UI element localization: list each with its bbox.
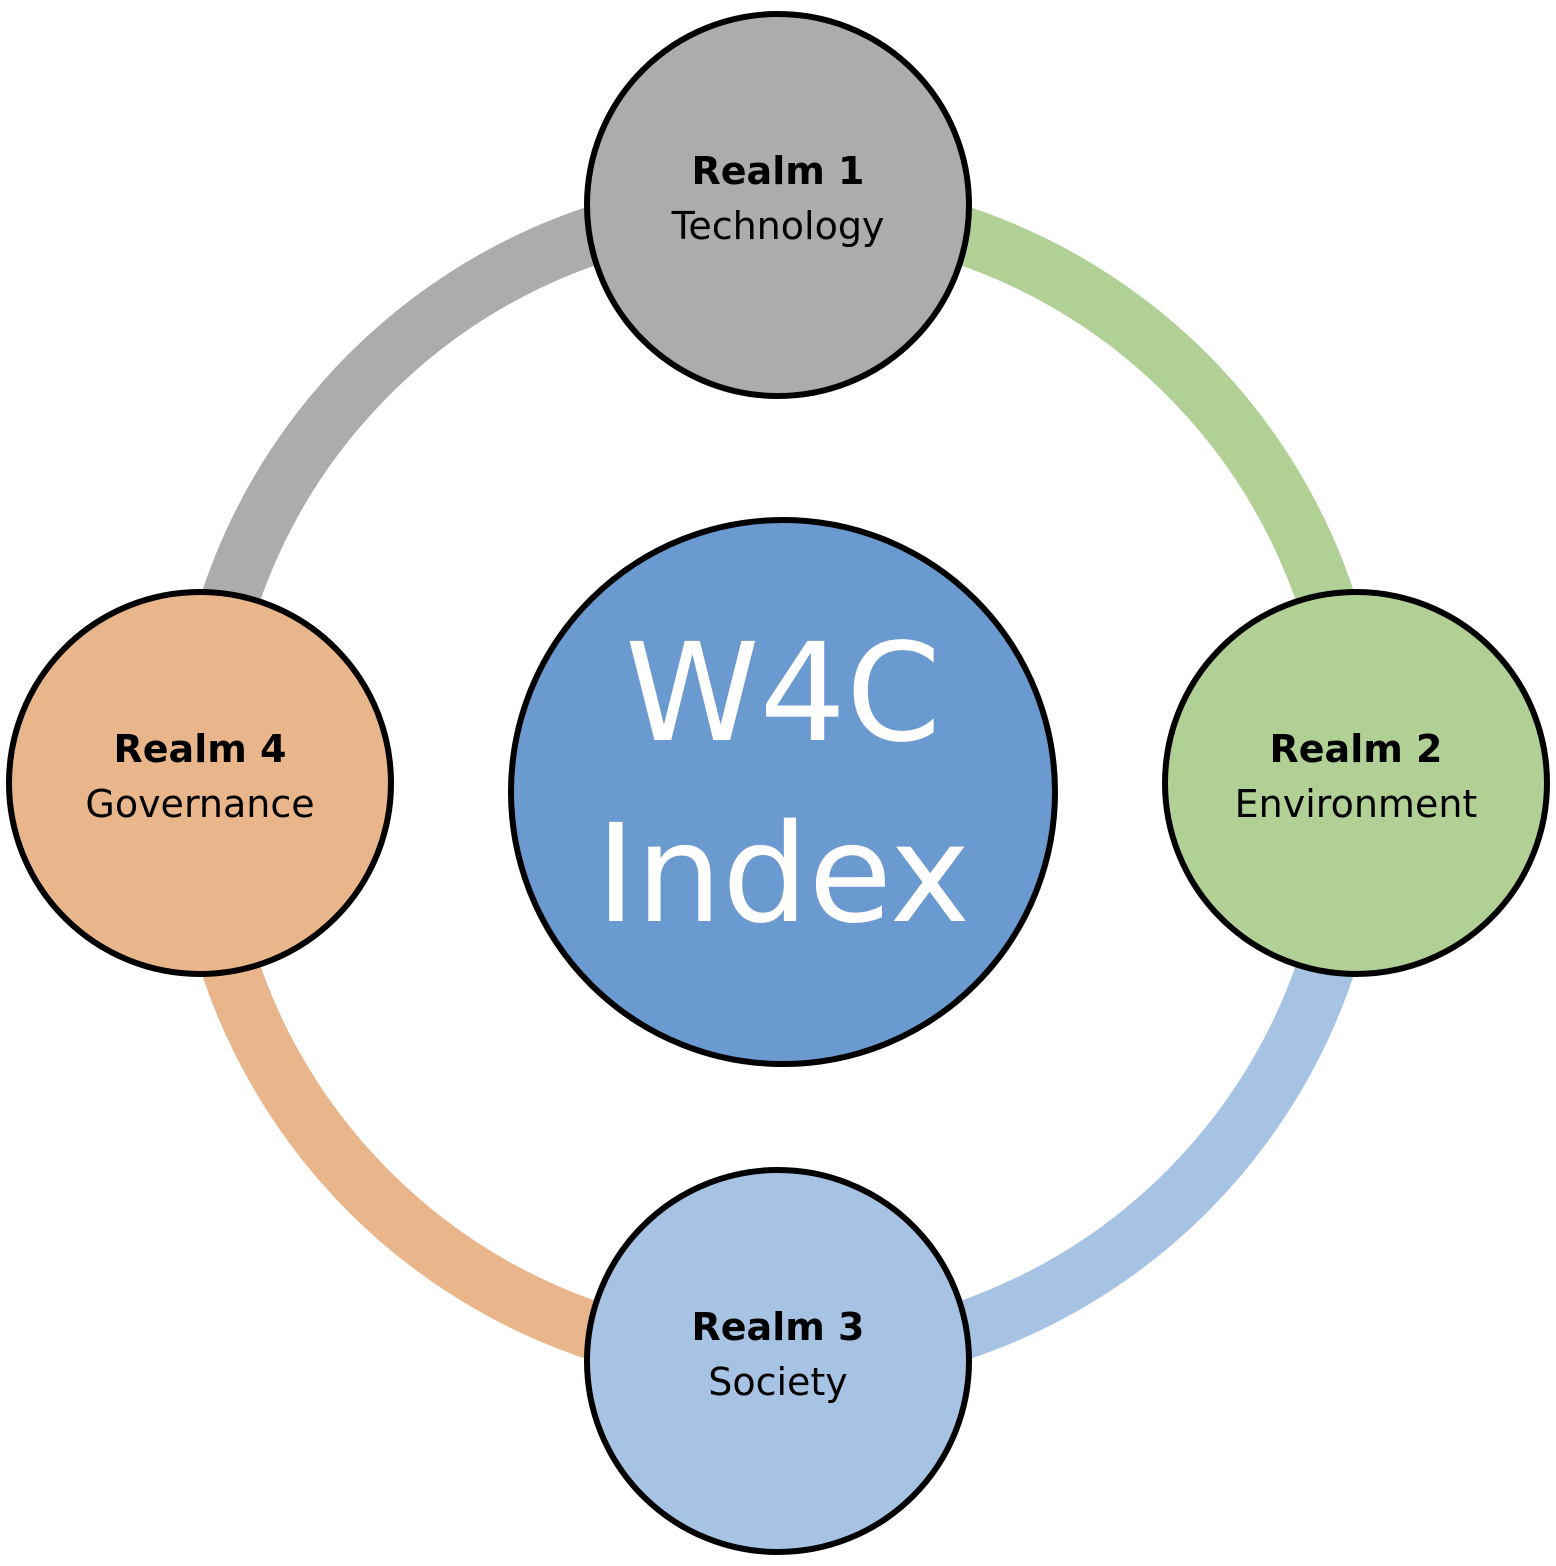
- realm-4-name: Governance: [85, 782, 314, 826]
- realm-4-node: Realm 4 Governance: [6, 589, 394, 977]
- realm-1-node: Realm 1 Technology: [584, 11, 972, 399]
- realm-3-title: Realm 3: [692, 1305, 865, 1349]
- realm-1-name: Technology: [671, 204, 885, 248]
- realm-2-node: Realm 2 Environment: [1162, 589, 1550, 977]
- center-circle: [508, 517, 1058, 1067]
- realm-3-node: Realm 3 Society: [584, 1167, 972, 1555]
- realm-4-circle: [6, 589, 394, 977]
- realm-4-title: Realm 4: [114, 727, 287, 771]
- realm-3-name: Society: [708, 1360, 848, 1404]
- realm-2-title: Realm 2: [1270, 727, 1443, 771]
- center-node: W4C Index: [508, 517, 1058, 1067]
- realm-1-title: Realm 1: [692, 149, 865, 193]
- realm-2-circle: [1162, 589, 1550, 977]
- center-title-line2: Index: [596, 796, 970, 954]
- center-title-line1: W4C: [625, 615, 941, 773]
- realm-3-circle: [584, 1167, 972, 1555]
- realm-1-circle: [584, 11, 972, 399]
- realm-2-name: Environment: [1235, 782, 1478, 826]
